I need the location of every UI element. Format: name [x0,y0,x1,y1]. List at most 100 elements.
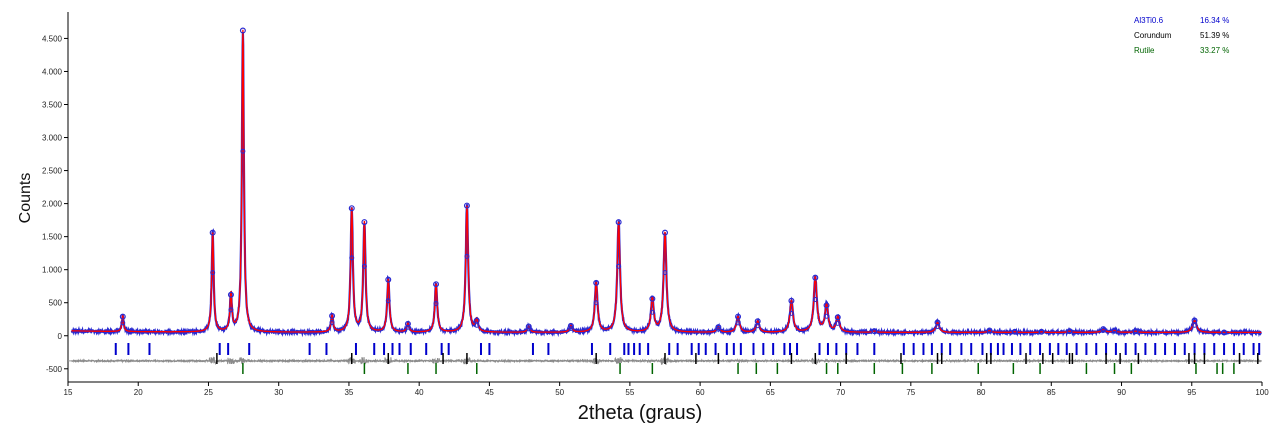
reflection-row-rutile [242,363,1235,374]
observed-point [228,307,234,313]
observed-point [649,309,655,315]
observed-point [1112,328,1118,334]
y-tick-label: 2.500 [42,167,63,176]
observed-point [812,274,819,281]
observed-point [788,297,795,304]
observed-point [433,301,439,307]
observed-point [361,263,367,269]
observed-point [593,300,599,306]
x-tick-label: 40 [415,388,424,397]
observed-point [824,313,830,319]
observed-point [240,148,246,154]
y-ticks: 4.500 4.000 3.500 3.000 2.500 2.000 1.500 1.000… [42,34,68,374]
observed-point [823,302,830,309]
observed-point [385,276,392,283]
observed-point [788,310,794,316]
y-tick-label: 2.000 [42,200,63,209]
observed-point [227,291,234,298]
x-tick-label: 85 [1047,388,1056,397]
x-ticks: 15 20 25 30 35 40 45 50 55 60 65 70 75 80 85 90 95 100 [64,382,1269,397]
x-tick-label: 50 [555,388,564,397]
legend-phase-value: 16.34 % [1200,16,1229,25]
x-tick-label: 35 [344,388,353,397]
x-tick-label: 55 [625,388,634,397]
difference-curve [71,356,1262,366]
observed-point [329,320,335,326]
observed-point [735,320,741,326]
observed-point [210,270,216,276]
observed-point [986,328,992,334]
x-tick-label: 60 [696,388,705,397]
calculated-curve [71,29,1262,334]
observed-point [433,281,440,288]
observed-point [834,314,841,321]
observed-point [593,279,600,286]
observed-point [1192,322,1198,328]
reflection-row-al3ti0-6 [114,343,1261,355]
y-axis-title: Counts [17,173,34,224]
legend-phase-value: 51.39 % [1200,31,1229,40]
x-tick-label: 90 [1117,388,1126,397]
observed-point [1067,329,1073,335]
x-tick-label: 100 [1255,388,1269,397]
legend-phase-name: Al3Ti0.6 [1134,16,1164,25]
observed-point [835,320,841,326]
x-tick-label: 15 [64,388,73,397]
phase-legend: Al3Ti0.6 16.34 % Corundum 51.39 % Rutile 33.2… [1134,16,1229,55]
observed-point [812,297,818,303]
observed-markers [119,27,1228,336]
observed-point [1100,327,1106,333]
observed-point [404,320,411,327]
y-tick-label: -500 [46,365,63,374]
reflection-row-corundum [216,353,1259,364]
x-tick-label: 75 [906,388,915,397]
observed-point [1100,326,1107,333]
y-tick-label: 1.000 [42,266,63,275]
observed-point [120,320,126,326]
observed-point [349,255,355,261]
observed-point [735,313,742,320]
observed-point [871,329,877,335]
y-tick-label: 4.500 [42,34,63,43]
observed-point [526,326,532,332]
y-tick-label: 500 [49,299,63,308]
observed-point [568,325,574,331]
observed-point [525,323,532,330]
observed-point [662,270,668,276]
y-tick-label: 0 [58,332,63,341]
observed-point [474,322,480,328]
observed-point [615,219,622,226]
observed-point [239,27,246,34]
observed-point [348,205,355,212]
y-tick-label: 3.000 [42,134,63,143]
x-tick-label: 20 [134,388,143,397]
y-tick-label: 1.500 [42,233,63,242]
observed-point [935,324,941,329]
reflection-ticks [114,343,1261,374]
legend-phase-name: Corundum [1134,31,1172,40]
observed-point [385,298,391,304]
x-tick-label: 65 [766,388,775,397]
observed-point [567,322,574,329]
y-tick-label: 3.500 [42,101,63,110]
observed-point [755,323,761,329]
observed-point [715,326,721,332]
observed-point [1133,329,1139,335]
x-tick-label: 70 [836,388,845,397]
observed-point [463,202,470,209]
x-tick-label: 80 [977,388,986,397]
x-tick-label: 30 [274,388,283,397]
observed-point [209,229,216,236]
plot-area: 4.500 4.000 3.500 3.000 2.500 2.000 1.500 1.000… [42,12,1269,397]
observed-point [329,312,336,319]
observed-point [661,229,668,236]
legend-phase-value: 33.27 % [1200,46,1229,55]
observed-point [119,313,126,320]
observed-point [1038,329,1044,335]
observed-point [649,295,656,302]
x-tick-label: 25 [204,388,213,397]
observed-point [405,324,411,330]
observed-point [715,324,722,331]
observed-point [361,219,368,226]
